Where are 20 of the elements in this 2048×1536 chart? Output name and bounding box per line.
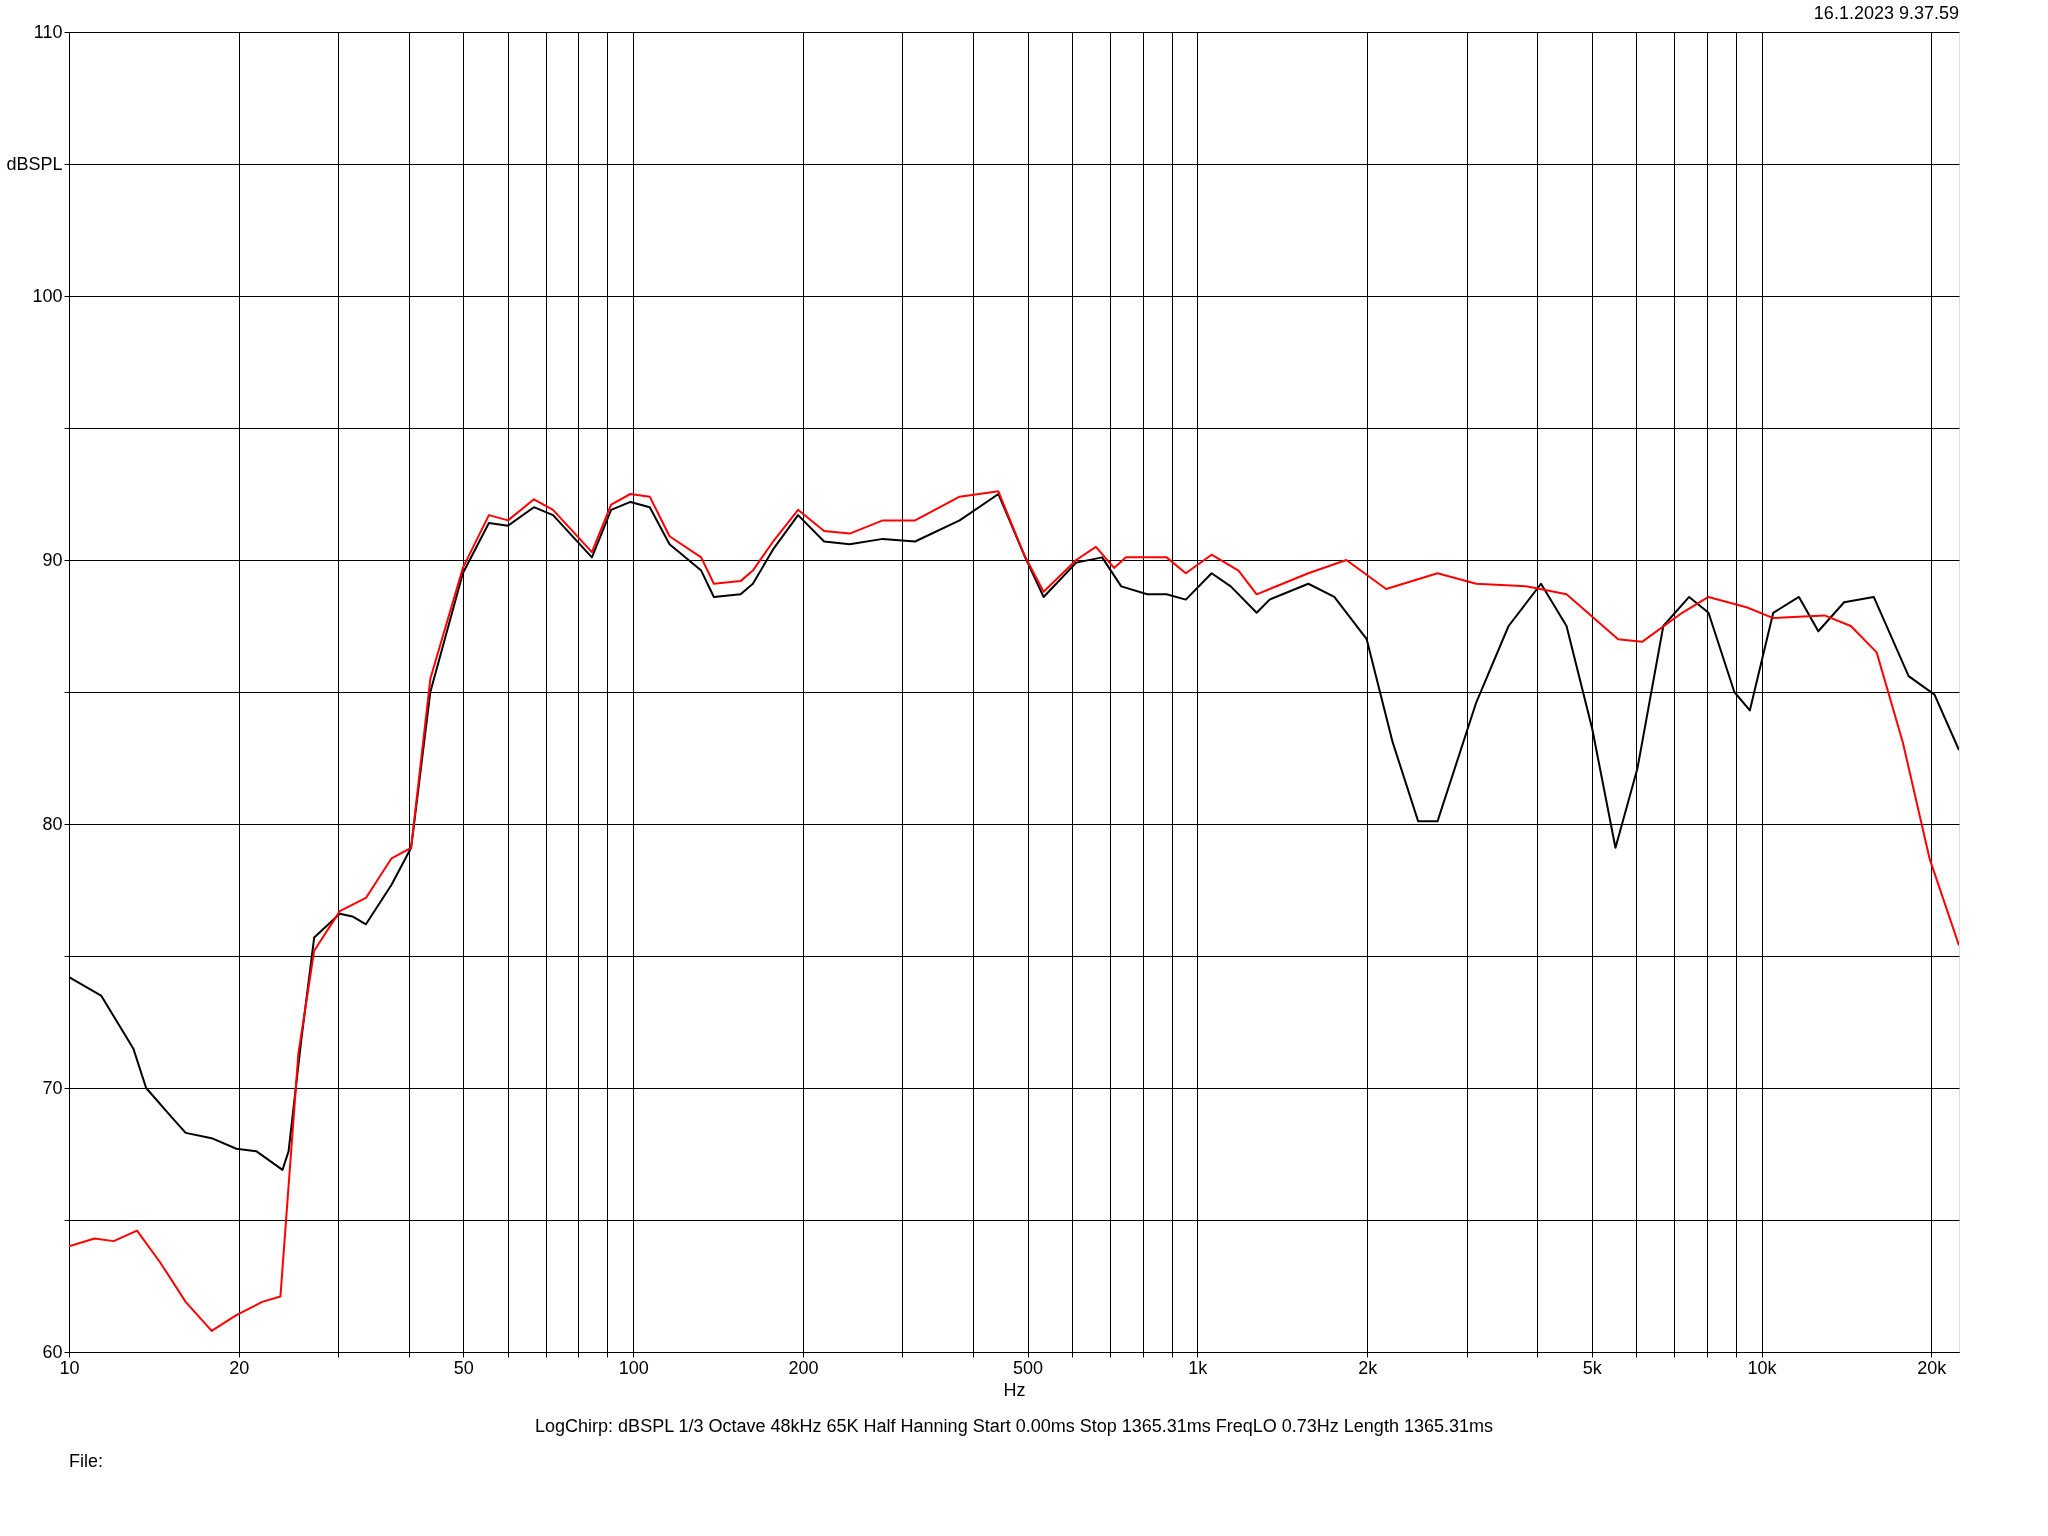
y-tick-label: 100 — [32, 285, 63, 306]
x-tick-label: 2k — [1358, 1357, 1379, 1378]
x-tick-label: 20 — [229, 1357, 250, 1378]
x-tick-label: 1k — [1188, 1357, 1209, 1378]
y-tick-label: dBSPL — [6, 153, 63, 174]
y-tick-label: 70 — [42, 1077, 63, 1098]
y-tick-label: 90 — [42, 549, 63, 570]
text: 16.1.2023 9.37.59 — [1813, 3, 1959, 23]
x-tick-label: 100 — [618, 1357, 649, 1378]
x-tick-label: 5k — [1582, 1357, 1603, 1378]
text: File: — [69, 1451, 104, 1471]
x-axis-title: Hz — [1003, 1379, 1026, 1400]
y-tick-label: 110 — [33, 21, 63, 42]
x-tick-label: 500 — [1012, 1357, 1044, 1378]
x-tick-label: 20k — [1917, 1357, 1948, 1378]
y-tick-label: 80 — [42, 813, 63, 834]
x-tick-label: 10k — [1747, 1357, 1778, 1378]
text: LogChirp: dBSPL 1/3 Octave 48kHz 65K Half Hanning Start 0.00ms Stop 1365.31ms FreqLO 0.73Hz Length 1365.31ms — [535, 1416, 1493, 1436]
x-tick-label: 50 — [453, 1357, 474, 1378]
x-tick-label: 200 — [788, 1357, 819, 1378]
